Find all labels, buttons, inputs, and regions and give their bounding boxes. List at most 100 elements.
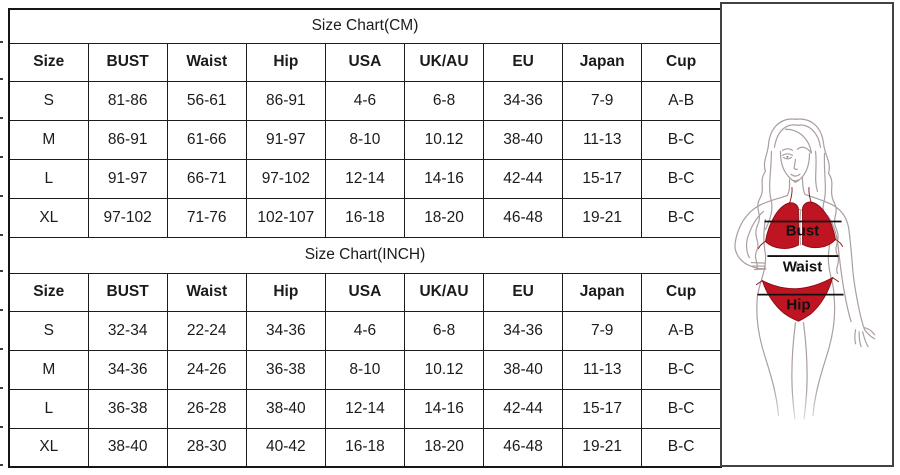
- table-cell: 8-10: [324, 119, 405, 160]
- column-header: USA: [324, 42, 405, 82]
- table-cell: 97-102: [245, 158, 326, 199]
- table-cell: 15-17: [562, 158, 643, 199]
- table-row: XL 38-40 28-30 40-42 16-18 18-20 46-48 19-21 B-C: [8, 427, 722, 468]
- table-cell: 6-8: [403, 310, 485, 351]
- table-border-stub: [0, 156, 3, 158]
- column-header: Cup: [641, 272, 722, 312]
- table-border-stub: [0, 426, 3, 428]
- table-cell: 56-61: [166, 80, 247, 121]
- table-cell: 38-40: [87, 427, 168, 468]
- table-cell: 38-40: [483, 119, 564, 160]
- column-header: EU: [483, 272, 564, 312]
- table-cell: 34-36: [87, 349, 168, 390]
- table-title-cm: Size Chart(CM): [8, 8, 722, 44]
- table-title-inch: Size Chart(INCH): [8, 236, 722, 274]
- table-cell: 18-20: [403, 197, 485, 238]
- table-cell: B-C: [641, 119, 722, 160]
- table-cell: 19-21: [562, 427, 643, 468]
- table-cell: 91-97: [87, 158, 168, 199]
- table-cell: 28-30: [166, 427, 247, 468]
- table-row: S 32-34 22-24 34-36 4-6 6-8 34-36 7-9 A-B: [8, 310, 722, 351]
- table-border-stub: [0, 348, 3, 350]
- table-border-stub: [0, 41, 3, 43]
- table-border-stub: [0, 464, 3, 466]
- column-header: Size: [8, 272, 89, 312]
- column-header: Cup: [641, 42, 722, 82]
- table-cell: 38-40: [483, 349, 564, 390]
- table-cell: B-C: [641, 427, 722, 468]
- table-cell: B-C: [641, 388, 722, 429]
- table-cell: 34-36: [245, 310, 326, 351]
- table-cell: B-C: [641, 197, 722, 238]
- table-cell: 66-71: [166, 158, 247, 199]
- table-cell: 6-8: [403, 80, 485, 121]
- bikini-straps: [755, 186, 844, 286]
- table-cell: 7-9: [562, 80, 643, 121]
- table-cell: S: [8, 310, 89, 351]
- table-cell: 86-91: [87, 119, 168, 160]
- table-cell: 46-48: [483, 197, 564, 238]
- leg-fade: [722, 387, 892, 443]
- table-row: XL 97-102 71-76 102-107 16-18 18-20 46-48 19-21…: [8, 197, 722, 238]
- table-cell: 34-36: [483, 310, 564, 351]
- column-header: Waist: [166, 42, 247, 82]
- table-cell: 12-14: [324, 158, 405, 199]
- table-cell: 42-44: [483, 388, 564, 429]
- table-row: M 34-36 24-26 36-38 8-10 10.12 38-40 11-13 B-C: [8, 349, 722, 390]
- table-cell: B-C: [641, 349, 722, 390]
- table-cell: 14-16: [403, 158, 485, 199]
- column-header: UK/AU: [403, 42, 485, 82]
- table-cell: L: [8, 388, 89, 429]
- table-cell: 15-17: [562, 388, 643, 429]
- table-cell: 91-97: [245, 119, 326, 160]
- column-header: EU: [483, 42, 564, 82]
- table-cell: 24-26: [166, 349, 247, 390]
- table-title-row: Size Chart(INCH): [8, 236, 722, 274]
- table-row: M 86-91 61-66 91-97 8-10 10.12 38-40 11-13 B-C: [8, 119, 722, 160]
- table-cell: 46-48: [483, 427, 564, 468]
- table-cell: A-B: [641, 80, 722, 121]
- column-header: BUST: [87, 42, 168, 82]
- size-chart-table: Size Chart(CM) Size BUST Waist Hip USA UK/AU E…: [8, 8, 722, 468]
- table-cell: 18-20: [403, 427, 485, 468]
- table-cell: 22-24: [166, 310, 247, 351]
- hip-label: Hip: [786, 297, 810, 314]
- column-header: Japan: [562, 42, 643, 82]
- table-cell: B-C: [641, 158, 722, 199]
- table-cell: 16-18: [324, 427, 405, 468]
- woman-illustration: Bust Waist Hip: [722, 118, 892, 443]
- table-cell: 26-28: [166, 388, 247, 429]
- table-border-stub: [0, 195, 3, 197]
- table-row: L 36-38 26-28 38-40 12-14 14-16 42-44 15-17 B-C: [8, 388, 722, 429]
- column-header: UK/AU: [403, 272, 485, 312]
- column-header: Japan: [562, 272, 643, 312]
- table-border-stub: [0, 309, 3, 311]
- table-row: S 81-86 56-61 86-91 4-6 6-8 34-36 7-9 A-B: [8, 80, 722, 121]
- column-header: BUST: [87, 272, 168, 312]
- table-cell: 38-40: [245, 388, 326, 429]
- table-cell: L: [8, 158, 89, 199]
- column-header: Size: [8, 42, 89, 82]
- table-cell: M: [8, 119, 89, 160]
- bikini: [761, 201, 837, 322]
- column-header: Hip: [245, 42, 326, 82]
- table-cell: 40-42: [245, 427, 326, 468]
- table-border-stub: [0, 117, 3, 119]
- column-header: Hip: [245, 272, 326, 312]
- table-cell: M: [8, 349, 89, 390]
- table-border-stub: [0, 270, 3, 272]
- table-cell: 36-38: [87, 388, 168, 429]
- table-cell: XL: [8, 427, 89, 468]
- table-cell: 61-66: [166, 119, 247, 160]
- table-border-stub: [0, 387, 3, 389]
- table-cell: 10.12: [403, 349, 485, 390]
- table-cell: 34-36: [483, 80, 564, 121]
- table-cell: 16-18: [324, 197, 405, 238]
- table-cell: XL: [8, 197, 89, 238]
- waist-label: Waist: [783, 259, 823, 276]
- column-header: USA: [324, 272, 405, 312]
- header-row-inch: Size BUST Waist Hip USA UK/AU EU Japan Cup: [8, 272, 722, 312]
- table-cell: 97-102: [87, 197, 168, 238]
- table-cell: 8-10: [324, 349, 405, 390]
